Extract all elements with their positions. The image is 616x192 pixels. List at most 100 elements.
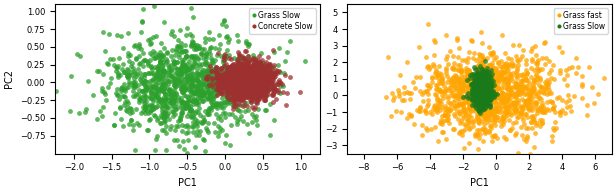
Concrete Slow (261, 76, 270, 79)
Grass Slow (148, 100, 158, 103)
Concrete Slow (232, 59, 242, 62)
Grass Slow (199, 118, 209, 122)
Grass Slow (121, 108, 131, 111)
Grass Slow (478, 100, 488, 103)
Grass Slow (152, 86, 161, 89)
Grass fast (509, 92, 519, 95)
Grass fast (492, 107, 501, 110)
Grass fast (436, 101, 446, 104)
Grass Slow (146, 109, 156, 112)
Grass fast (508, 79, 518, 82)
Grass fast (503, 87, 513, 90)
Grass fast (549, 129, 559, 132)
Grass Slow (181, 69, 191, 72)
Concrete Slow (235, 85, 245, 88)
Grass fast (471, 105, 481, 108)
Grass Slow (254, 62, 264, 65)
Grass fast (472, 133, 482, 136)
Grass fast (483, 115, 493, 118)
Grass Slow (471, 84, 481, 87)
Concrete Slow (243, 79, 253, 82)
Grass Slow (179, 101, 189, 104)
Concrete Slow (223, 79, 233, 82)
Concrete Slow (243, 68, 253, 71)
Concrete Slow (249, 107, 259, 110)
Grass Slow (155, 74, 165, 77)
Grass fast (538, 92, 548, 95)
Concrete Slow (247, 82, 257, 85)
Concrete Slow (257, 74, 267, 78)
Grass fast (471, 78, 481, 81)
Legend: Grass Slow, Concrete Slow: Grass Slow, Concrete Slow (249, 8, 316, 34)
Grass fast (477, 101, 487, 104)
Grass Slow (472, 100, 482, 103)
Grass Slow (213, 83, 223, 86)
Grass Slow (477, 93, 487, 96)
Concrete Slow (240, 79, 250, 82)
Concrete Slow (233, 77, 243, 80)
Grass Slow (480, 84, 490, 87)
Concrete Slow (235, 82, 245, 85)
Grass Slow (484, 89, 493, 93)
Grass Slow (179, 50, 189, 53)
Concrete Slow (243, 87, 253, 90)
Grass fast (424, 68, 434, 71)
Grass fast (490, 124, 500, 127)
Grass Slow (217, 96, 227, 99)
Grass Slow (478, 89, 488, 92)
Grass fast (479, 83, 489, 86)
Grass Slow (147, 90, 156, 93)
Grass fast (505, 75, 514, 79)
Concrete Slow (248, 83, 257, 86)
Grass fast (551, 121, 561, 124)
Grass Slow (467, 87, 477, 90)
Concrete Slow (242, 84, 252, 87)
Grass fast (462, 71, 472, 74)
Grass Slow (187, 83, 197, 86)
Grass Slow (151, 137, 161, 140)
Grass Slow (195, 96, 205, 99)
Grass Slow (474, 92, 484, 95)
Grass Slow (473, 97, 483, 100)
Grass Slow (474, 95, 484, 98)
Concrete Slow (246, 71, 256, 74)
Concrete Slow (248, 63, 257, 66)
Grass Slow (239, 69, 249, 72)
Grass fast (488, 92, 498, 95)
Grass Slow (165, 88, 175, 91)
Grass Slow (477, 90, 487, 93)
Grass Slow (475, 97, 485, 100)
Grass Slow (474, 86, 484, 89)
Concrete Slow (241, 59, 251, 62)
Grass fast (483, 110, 493, 113)
Grass Slow (480, 99, 490, 102)
Grass Slow (237, 96, 246, 99)
Concrete Slow (237, 76, 246, 79)
Grass Slow (275, 91, 285, 94)
Concrete Slow (244, 58, 254, 61)
Concrete Slow (242, 68, 252, 71)
Grass Slow (195, 84, 205, 87)
Grass Slow (472, 87, 482, 90)
Grass Slow (126, 53, 136, 56)
Concrete Slow (233, 52, 243, 55)
Grass Slow (474, 83, 484, 86)
Grass Slow (184, 111, 194, 114)
Grass Slow (140, 80, 150, 83)
Grass fast (395, 111, 405, 114)
Grass fast (455, 92, 464, 95)
Grass fast (456, 87, 466, 90)
Grass fast (489, 78, 499, 81)
Concrete Slow (239, 85, 249, 88)
Grass Slow (474, 84, 484, 87)
Grass Slow (150, 149, 160, 152)
Grass fast (464, 99, 474, 102)
Grass Slow (187, 55, 197, 58)
Grass fast (450, 113, 460, 116)
Grass fast (517, 108, 527, 111)
Grass Slow (473, 94, 483, 97)
Grass Slow (164, 88, 174, 91)
Concrete Slow (241, 67, 251, 70)
Grass Slow (182, 54, 192, 57)
Grass Slow (139, 89, 149, 92)
